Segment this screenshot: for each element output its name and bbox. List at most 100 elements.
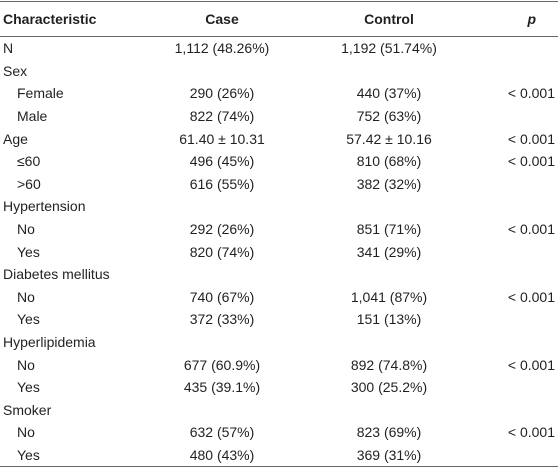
header-cell: Case — [148, 1, 296, 37]
cell: Smoker — [3, 401, 52, 418]
cell — [296, 60, 482, 83]
cell: 752 (63%) — [356, 108, 422, 125]
cell: 151 (13%) — [356, 311, 422, 328]
cell — [296, 195, 482, 218]
cell: 341 (29%) — [356, 243, 422, 260]
cell: No — [17, 288, 35, 305]
table-header: Characteristic Case Control p — [0, 1, 558, 37]
row: Hyperlipidemia — [0, 331, 558, 354]
cell: < 0.001 — [507, 221, 555, 238]
row: N 1,112 (48.26%) 1,192 (51.74%) — [0, 37, 558, 60]
sub-row: Female 290 (26%) 440 (37%) < 0.001 — [0, 82, 558, 105]
row: Smoker — [0, 399, 558, 422]
cell: Age — [3, 130, 28, 147]
cell: 851 (71%) — [356, 221, 422, 238]
row: Diabetes mellitus — [0, 263, 558, 286]
header-cell: Control — [296, 1, 482, 37]
header-cell: Characteristic — [0, 1, 148, 37]
cell: Female — [17, 85, 64, 102]
cell: 372 (33%) — [189, 311, 255, 328]
cell: 440 (37%) — [356, 85, 422, 102]
cell: N — [3, 40, 14, 57]
cell: ≤60 — [17, 153, 41, 170]
cell: Yes — [0, 443, 148, 468]
sub-row: Yes 372 (33%) 151 (13%) — [0, 308, 558, 331]
cell — [296, 399, 482, 422]
cell: Male — [17, 108, 48, 125]
cell: Yes — [17, 243, 40, 260]
cell: Yes — [17, 379, 40, 396]
cell — [148, 195, 296, 218]
cell: 61.40 ± 10.31 — [179, 130, 265, 147]
cell: Hypertension — [3, 198, 86, 215]
sub-row: ≤60 496 (45%) 810 (68%) < 0.001 — [0, 150, 558, 173]
sub-row: No 632 (57%) 823 (69%) < 0.001 — [0, 421, 558, 444]
cell: Yes — [17, 311, 40, 328]
cell: 616 (55%) — [189, 175, 255, 192]
cell — [482, 60, 558, 83]
cell: 435 (39.1%) — [183, 379, 261, 396]
cell: 480 (43%) — [148, 443, 296, 468]
cell — [148, 263, 296, 286]
cell: 369 (31%) — [296, 443, 482, 468]
cell — [482, 443, 558, 468]
cell: 632 (57%) — [189, 424, 255, 441]
sub-row: No 292 (26%) 851 (71%) < 0.001 — [0, 218, 558, 241]
cell — [482, 37, 558, 60]
cell: No — [17, 356, 35, 373]
cell: >60 — [17, 175, 41, 192]
sub-row: No 677 (60.9%) 892 (74.8%) < 0.001 — [0, 353, 558, 376]
cell — [482, 263, 558, 286]
cell — [296, 331, 482, 354]
cell: 810 (68%) — [356, 153, 422, 170]
cell: 1,112 (48.26%) — [174, 40, 270, 57]
cell: 820 (74%) — [189, 243, 255, 260]
cell: No — [17, 424, 35, 441]
header-cell: p — [482, 1, 558, 37]
sub-row: Male 822 (74%) 752 (63%) — [0, 105, 558, 128]
cell: Sex — [3, 62, 28, 79]
cell: 300 (25.2%) — [350, 379, 428, 396]
row: Age 61.40 ± 10.31 57.42 ± 10.16 < 0.001 — [0, 127, 558, 150]
cell: < 0.001 — [507, 288, 555, 305]
cell: 823 (69%) — [356, 424, 422, 441]
cell: 740 (67%) — [189, 288, 255, 305]
cell: 57.42 ± 10.16 — [346, 130, 432, 147]
sub-row: Yes 480 (43%) 369 (31%) — [0, 443, 558, 468]
cell: 382 (32%) — [356, 175, 422, 192]
cell: 292 (26%) — [189, 221, 255, 238]
cell — [482, 399, 558, 422]
cell — [482, 105, 558, 128]
cell — [482, 331, 558, 354]
sub-row: Yes 435 (39.1%) 300 (25.2%) — [0, 376, 558, 399]
cell: Diabetes mellitus — [3, 266, 110, 283]
cell — [148, 399, 296, 422]
cell — [482, 195, 558, 218]
cell: 1,041 (87%) — [350, 288, 428, 305]
cell — [482, 173, 558, 196]
sub-row: Yes 820 (74%) 341 (29%) — [0, 240, 558, 263]
table-body: N 1,112 (48.26%) 1,192 (51.74%) Sex Female 29… — [0, 37, 558, 468]
cell: 822 (74%) — [189, 108, 255, 125]
cell: < 0.001 — [507, 130, 555, 147]
cell — [148, 60, 296, 83]
cell — [482, 308, 558, 331]
cell — [482, 240, 558, 263]
cell — [482, 376, 558, 399]
cell: < 0.001 — [507, 153, 555, 170]
header-row: Characteristic Case Control p — [0, 1, 558, 37]
cell: < 0.001 — [507, 424, 555, 441]
cell: 290 (26%) — [189, 85, 255, 102]
row: Sex — [0, 60, 558, 83]
cell: 892 (74.8%) — [350, 356, 428, 373]
cell: Hyperlipidemia — [3, 334, 96, 351]
row: Hypertension — [0, 195, 558, 218]
cell — [296, 263, 482, 286]
cell: 1,192 (51.74%) — [341, 40, 437, 57]
cell: 496 (45%) — [189, 153, 255, 170]
cell — [148, 331, 296, 354]
cell: No — [17, 221, 35, 238]
cell: < 0.001 — [507, 85, 555, 102]
sub-row: >60 616 (55%) 382 (32%) — [0, 173, 558, 196]
